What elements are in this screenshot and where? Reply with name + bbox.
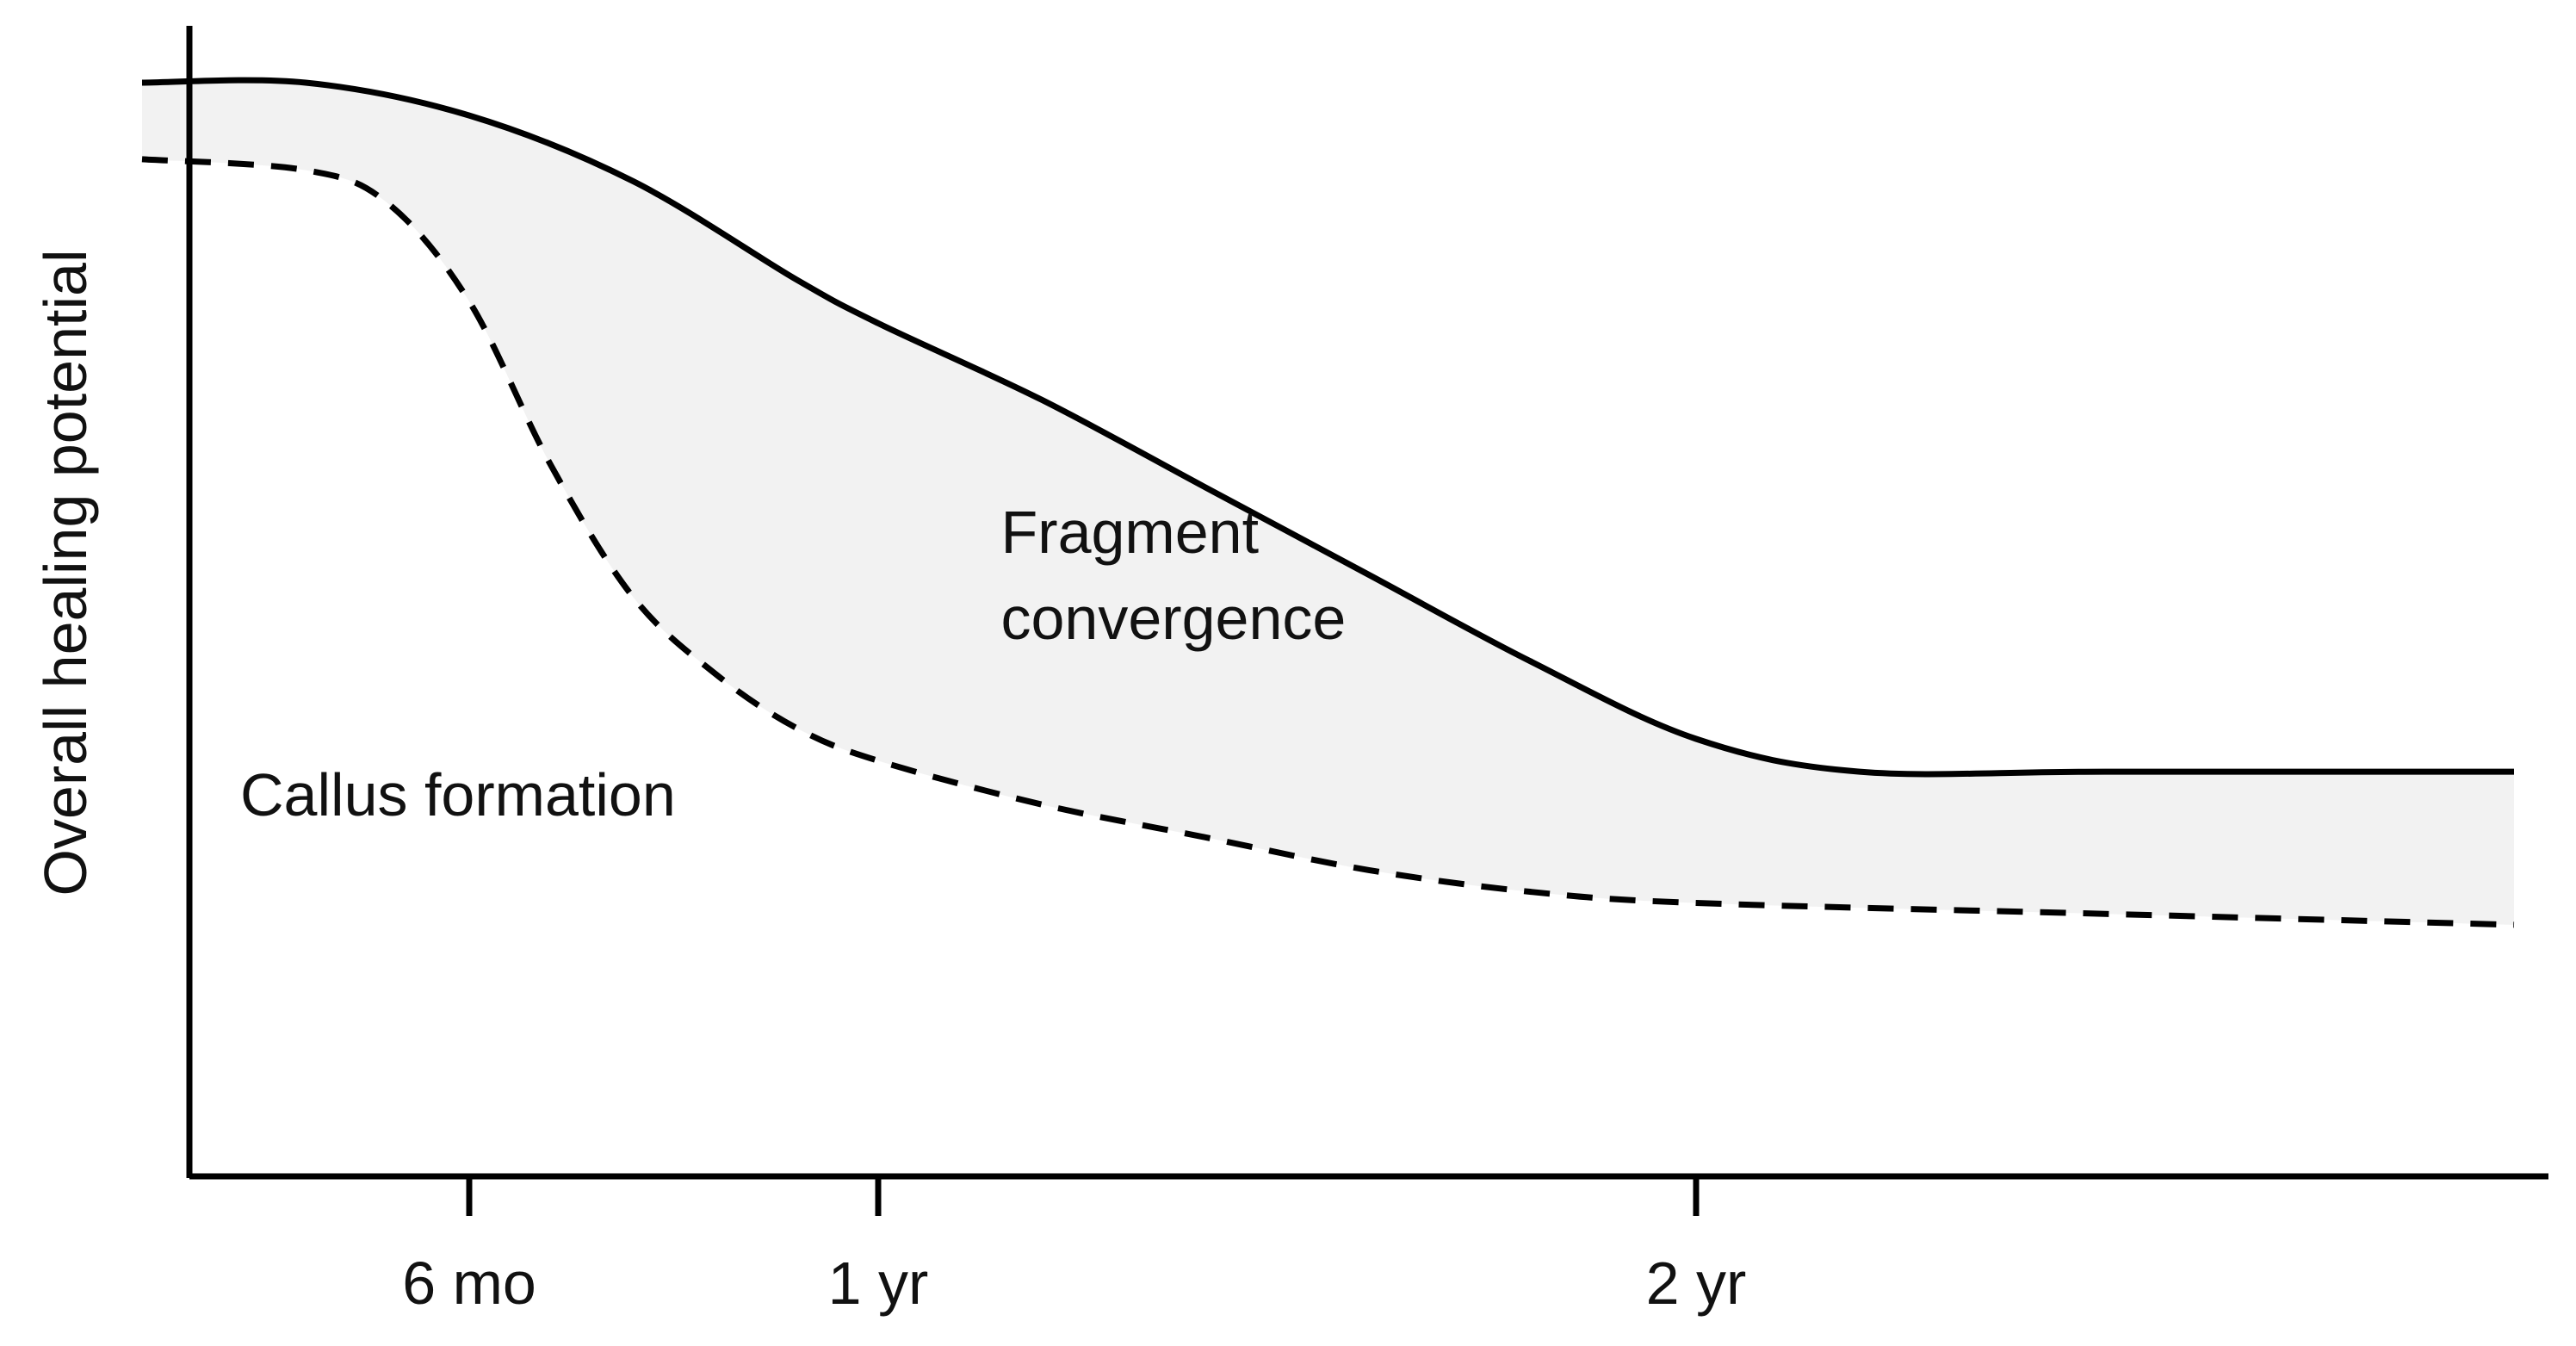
series-line-dashed — [141, 156, 2515, 928]
x-ticks: 6 mo 1 yr 2 yr — [402, 1176, 1746, 1317]
series-line-solid — [141, 77, 2514, 778]
region-label-line: Callus formation — [240, 761, 676, 828]
x-tick-label: 6 mo — [402, 1250, 536, 1317]
annotations: Fragment convergence Callus formation — [240, 499, 1346, 828]
region-label-line: convergence — [1001, 585, 1347, 652]
plot-area — [141, 77, 2515, 928]
region-label: Fragment convergence — [1001, 499, 1347, 652]
convergence-band — [142, 80, 2514, 925]
x-tick-label: 1 yr — [828, 1250, 929, 1317]
region-label: Callus formation — [240, 761, 676, 828]
x-tick-label: 2 yr — [1646, 1250, 1747, 1317]
region-label-line: Fragment — [1001, 499, 1260, 566]
y-axis-title: Overall healing potential — [32, 249, 99, 896]
